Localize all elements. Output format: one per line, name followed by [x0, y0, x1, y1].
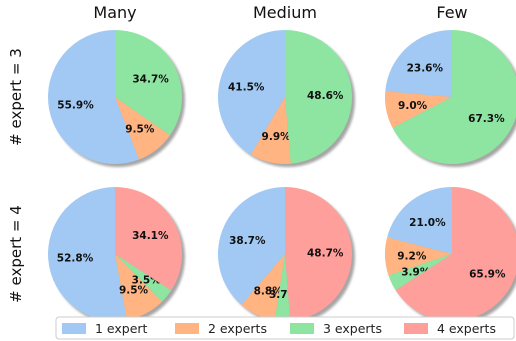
pie-1-1: 38.7%8.8%3.7%48.7% [217, 187, 355, 324]
slice-percent-label: 55.9% [57, 99, 94, 111]
slice-percent-label: 34.7% [132, 73, 169, 85]
slice-percent-label: 21.0% [409, 217, 446, 229]
slice-percent-label: 48.6% [307, 90, 344, 102]
slice-percent-label: 65.9% [469, 268, 506, 280]
pie-slice-2-experts [115, 254, 162, 320]
legend-entry-2: 3 experts [290, 321, 382, 336]
pie-slice-1-expert [217, 30, 285, 155]
legend-swatch [62, 323, 86, 334]
slice-percent-label: 34.1% [132, 230, 169, 242]
row-label-0: # expert = 3 [7, 48, 25, 146]
legend-entry-0: 1 expert [62, 321, 148, 336]
legend: 1 expert 2 experts 3 experts 4 experts [55, 316, 515, 340]
slice-percent-label: 48.7% [307, 247, 344, 259]
pie-slice-3-experts [388, 254, 452, 291]
column-title-1: Medium [253, 3, 317, 22]
pie-slice-1-expert [217, 187, 285, 305]
pie-slice-1-expert [387, 187, 452, 254]
pie-slice-2-experts [250, 97, 291, 164]
pie-slice-1-expert [385, 30, 452, 97]
legend-entry-3: 4 experts [404, 321, 496, 336]
slice-percent-label: 38.7% [229, 235, 266, 247]
slice-percent-label: 9.0% [398, 100, 428, 112]
pie-slice-3-experts [285, 30, 352, 164]
pie-slice-2-experts [241, 254, 285, 321]
legend-swatch [290, 323, 314, 334]
slice-percent-label: 23.6% [407, 62, 444, 74]
legend-frame [55, 316, 515, 340]
row-label-1: # expert = 4 [7, 205, 25, 303]
slice-percent-label: 52.8% [57, 253, 94, 265]
pie-slice-2-experts [384, 237, 452, 276]
legend-entry-1: 2 experts [175, 321, 267, 336]
pie-slice-4-experts [115, 187, 183, 291]
column-title-0: Many [93, 3, 136, 22]
pie-slice-3-experts [274, 254, 291, 321]
pie-1-2: 21.0%9.2%3.9% 65.9% [384, 187, 516, 324]
pie-0-0: 55.9% 9.5% 34.7% [47, 29, 185, 167]
legend-swatch [175, 323, 199, 334]
slice-percent-label: 9.2% [397, 251, 427, 263]
column-title-2: Few [436, 3, 467, 22]
pie-slice-2-experts [384, 91, 452, 128]
legend-label: 2 experts [208, 321, 267, 336]
pie-slice-1-expert [47, 29, 140, 164]
pie-0-2: 23.6% 9.0% 67.3% [384, 30, 516, 167]
legend-label: 3 experts [323, 321, 382, 336]
pie-slice-4-experts [285, 187, 352, 321]
slice-percent-label: 8.8% [254, 286, 284, 298]
legend-label: 1 expert [95, 321, 148, 336]
pie-0-1: 41.5% 9.9% 48.6% [217, 30, 355, 167]
pie-slice-3-experts [392, 30, 516, 164]
legend-label: 4 experts [437, 321, 496, 336]
column-titles: Many Medium Few [93, 3, 467, 22]
pie-slice-2-experts [115, 97, 171, 160]
row-labels: # expert = 3 # expert = 4 [7, 48, 25, 303]
pie-slice-1-expert [48, 187, 127, 321]
legend-swatch [404, 323, 428, 334]
slice-percent-label: 9.5% [119, 285, 149, 297]
slice-percent-label: 9.9% [262, 131, 292, 143]
pie-slice-4-experts [395, 187, 516, 321]
slice-percent-label: 9.5% [125, 124, 155, 136]
pies-area: 55.9% 9.5% 34.7% 41.5% 9.9% 48.6% 23.6% 9.0% 67.… [47, 29, 516, 324]
pie-1-0: 52.8%9.5%3.5%34.1% [48, 187, 185, 324]
slice-percent-label: 41.5% [228, 81, 265, 93]
slice-percent-label: 67.3% [468, 113, 505, 125]
pie-slice-3-experts [115, 30, 182, 136]
pie-slice-3-experts [115, 254, 172, 302]
